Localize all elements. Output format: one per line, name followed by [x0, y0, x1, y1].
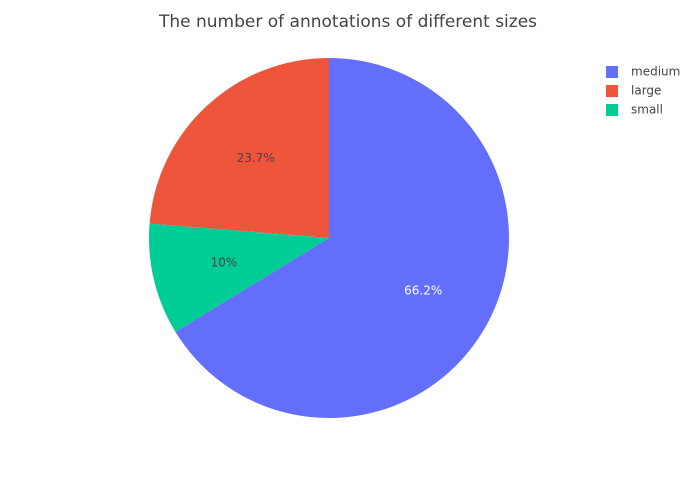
legend-swatch: [606, 85, 618, 97]
legend-label: medium: [631, 65, 680, 79]
legend-swatch: [606, 66, 618, 78]
legend-label: small: [631, 103, 663, 117]
slice-label: 23.7%: [237, 151, 275, 165]
legend-swatch: [606, 104, 618, 116]
slice-label: 10%: [211, 256, 238, 270]
pie-slice: [149, 223, 329, 332]
legend-label: large: [631, 84, 661, 98]
chart-title: The number of annotations of different s…: [158, 12, 537, 32]
pie-slice: [149, 58, 329, 238]
slice-label: 66.2%: [404, 283, 442, 297]
pie-slice: [175, 58, 510, 418]
